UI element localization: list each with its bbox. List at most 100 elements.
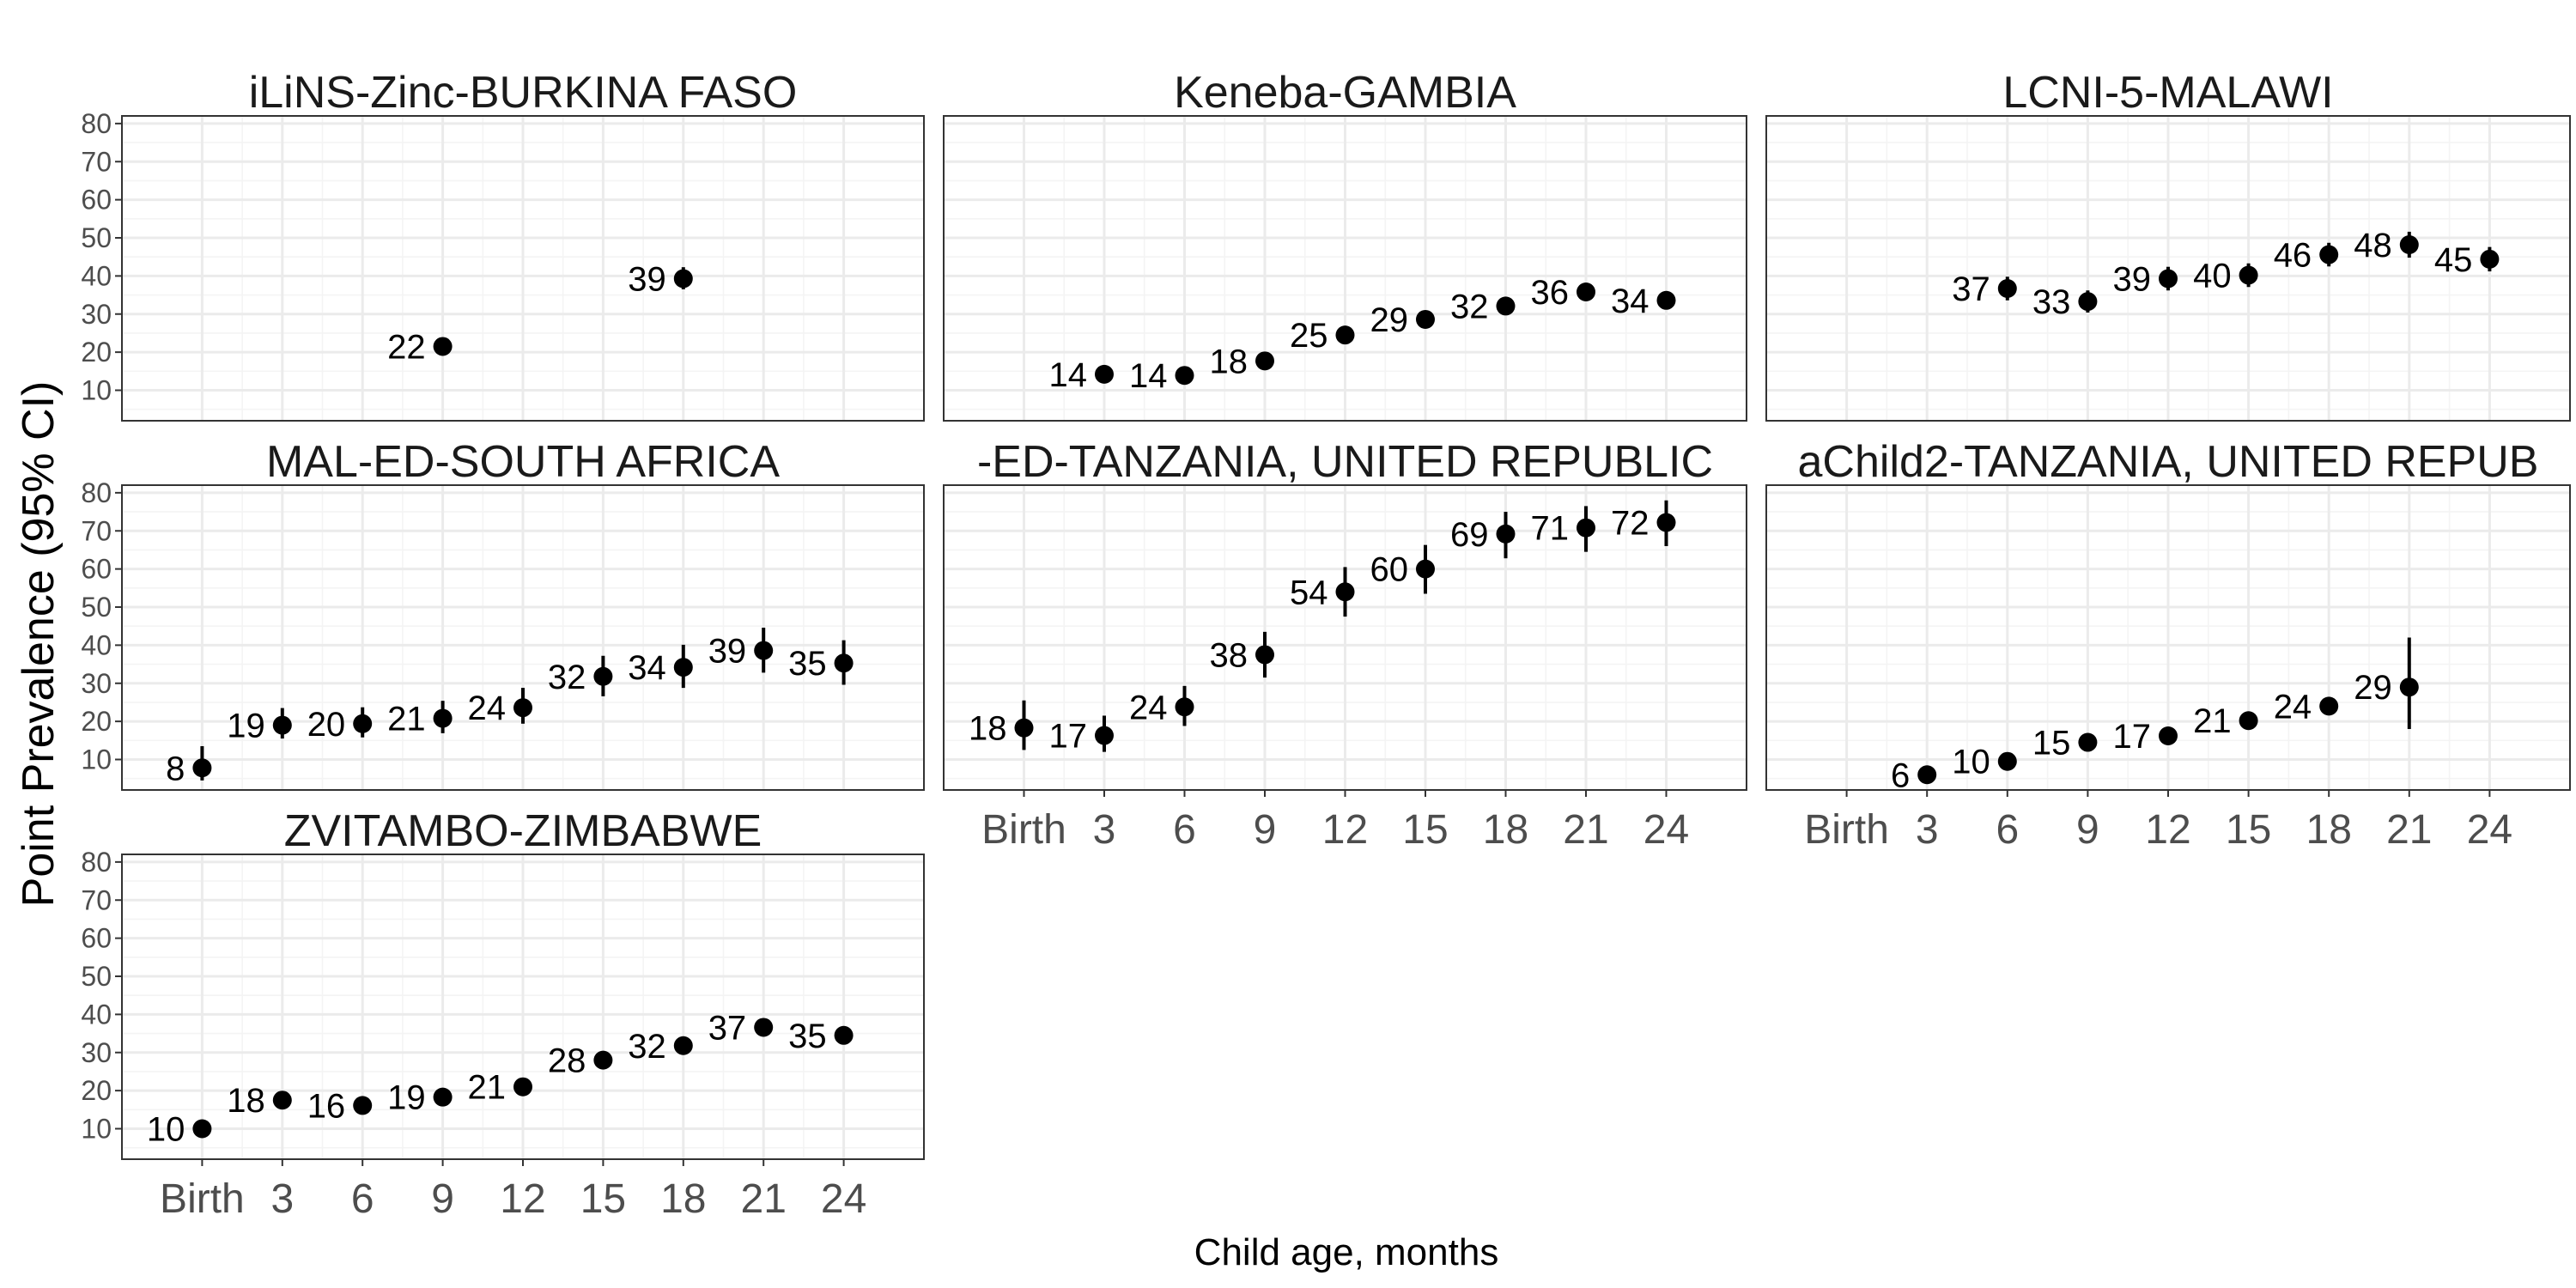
x-axis-title: Child age, months bbox=[1194, 1231, 1499, 1273]
data-point bbox=[513, 1077, 532, 1097]
x-tick-label: 6 bbox=[1996, 807, 2019, 853]
data-point bbox=[834, 653, 854, 673]
y-tick-label: 70 bbox=[81, 146, 112, 177]
data-point bbox=[1095, 726, 1114, 745]
data-point bbox=[513, 698, 532, 718]
data-label: 39 bbox=[628, 260, 666, 298]
data-label: 16 bbox=[307, 1087, 346, 1125]
x-tick-label: 21 bbox=[741, 1176, 787, 1222]
facet-panel: 14 14 18 25 29 32 36 34 Keneba-GAMBIA bbox=[943, 68, 1747, 422]
data-point bbox=[673, 269, 693, 289]
y-tick-label: 70 bbox=[81, 884, 112, 915]
data-point bbox=[1095, 364, 1114, 384]
x-tick-label: 24 bbox=[821, 1176, 866, 1222]
data-point bbox=[433, 1087, 453, 1107]
data-label: 60 bbox=[1370, 551, 1409, 589]
x-tick-label: 6 bbox=[351, 1176, 374, 1222]
data-label: 21 bbox=[387, 701, 426, 738]
x-tick-label: 18 bbox=[1483, 807, 1528, 853]
x-tick-label: 9 bbox=[1254, 807, 1277, 853]
data-point bbox=[1255, 351, 1274, 371]
data-label: 20 bbox=[307, 706, 346, 744]
facet-title: -ED-TANZANIA, UNITED REPUBLIC bbox=[977, 437, 1713, 487]
data-point bbox=[754, 1018, 774, 1037]
data-label: 45 bbox=[2434, 241, 2473, 279]
x-tick-label: 9 bbox=[431, 1176, 454, 1222]
panel-border bbox=[121, 484, 925, 791]
y-axis-title: Point Prevalence (95% CI) bbox=[14, 381, 64, 908]
data-label: 35 bbox=[788, 645, 827, 683]
data-point bbox=[2159, 269, 2178, 289]
data-label: 40 bbox=[2193, 257, 2232, 295]
x-tick-label: 24 bbox=[1643, 807, 1689, 853]
data-label: 25 bbox=[1290, 317, 1328, 355]
x-tick-label: 3 bbox=[1093, 807, 1116, 853]
panel-border bbox=[121, 115, 925, 422]
y-tick-label: 30 bbox=[81, 1037, 112, 1068]
y-tick-label: 50 bbox=[81, 592, 112, 623]
y-tick-label: 20 bbox=[81, 337, 112, 368]
x-tick-label: 6 bbox=[1173, 807, 1196, 853]
x-tick-label: Birth bbox=[1804, 807, 1889, 853]
x-tick-label: 12 bbox=[2145, 807, 2190, 853]
x-tick-label: 12 bbox=[500, 1176, 545, 1222]
data-label: 6 bbox=[1891, 756, 1910, 794]
x-tick-label: 21 bbox=[2386, 807, 2432, 853]
data-label: 32 bbox=[1450, 288, 1489, 325]
data-point bbox=[2319, 245, 2339, 264]
x-tick-label: 15 bbox=[580, 1176, 626, 1222]
y-tick-label: 40 bbox=[81, 260, 112, 291]
x-tick-label: 24 bbox=[2467, 807, 2512, 853]
data-label: 22 bbox=[387, 328, 426, 366]
data-label: 33 bbox=[2032, 283, 2071, 321]
data-point bbox=[1917, 765, 1937, 785]
data-label: 54 bbox=[1290, 574, 1328, 611]
data-label: 34 bbox=[1611, 283, 1649, 320]
facet-title: ZVITAMBO-ZIMBABWE bbox=[284, 806, 762, 856]
data-label: 71 bbox=[1531, 510, 1570, 548]
facet-title: LCNI-5-MALAWI bbox=[2002, 68, 2333, 118]
x-tick-label: Birth bbox=[981, 807, 1066, 853]
x-tick-label: Birth bbox=[160, 1176, 245, 1222]
data-point bbox=[353, 1096, 373, 1115]
data-label: 69 bbox=[1450, 516, 1489, 554]
data-label: 34 bbox=[628, 649, 666, 687]
x-tick-label: 21 bbox=[1563, 807, 1608, 853]
data-point bbox=[2078, 732, 2098, 752]
data-point bbox=[1335, 582, 1355, 602]
data-point bbox=[1656, 513, 1676, 532]
data-point bbox=[1335, 325, 1355, 345]
data-point bbox=[1014, 718, 1034, 738]
data-point bbox=[1416, 309, 1435, 329]
data-point bbox=[2399, 677, 2419, 697]
y-tick-label: 60 bbox=[81, 185, 112, 216]
y-tick-label: 20 bbox=[81, 1075, 112, 1106]
data-point bbox=[2239, 265, 2258, 285]
data-label: 28 bbox=[548, 1042, 586, 1080]
data-point bbox=[1577, 518, 1595, 538]
x-tick-label: 3 bbox=[270, 1176, 294, 1222]
y-tick-label: 60 bbox=[81, 923, 112, 954]
data-point bbox=[673, 1036, 693, 1055]
panel-border bbox=[943, 115, 1747, 422]
facet-panel: 37 33 39 40 46 48 45 LCNI-5-MALAWI bbox=[1765, 68, 2571, 422]
y-tick-label: 60 bbox=[81, 554, 112, 585]
data-label: 17 bbox=[2113, 718, 2152, 756]
x-tick-label: 12 bbox=[1322, 807, 1368, 853]
y-tick-label: 80 bbox=[81, 847, 112, 878]
data-label: 14 bbox=[1049, 356, 1088, 394]
data-point bbox=[2159, 726, 2178, 745]
data-point bbox=[1175, 697, 1194, 717]
data-label: 32 bbox=[628, 1028, 666, 1066]
data-label: 18 bbox=[1210, 343, 1249, 380]
data-label: 8 bbox=[166, 750, 185, 787]
y-tick-label: 10 bbox=[81, 744, 112, 775]
data-label: 18 bbox=[969, 710, 1007, 748]
data-point bbox=[1656, 290, 1676, 310]
y-tick-label: 80 bbox=[81, 108, 112, 139]
panel-border bbox=[1765, 115, 2571, 422]
data-label: 19 bbox=[227, 708, 265, 745]
facet-panel: 8 19 20 21 24 32 34 39 35 MAL-ED-SOUTH AFRICA 10 20… bbox=[81, 437, 925, 791]
data-point bbox=[272, 715, 292, 735]
y-tick-label: 20 bbox=[81, 706, 112, 737]
